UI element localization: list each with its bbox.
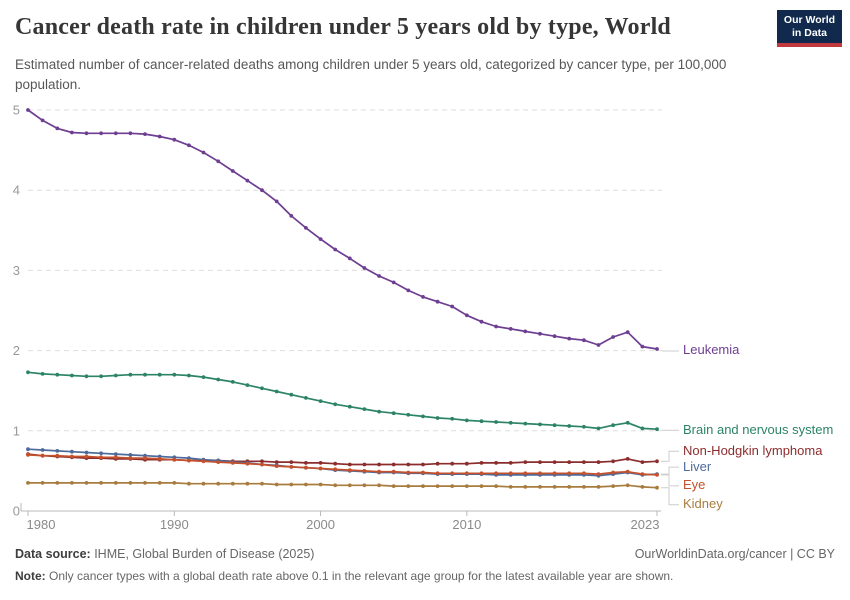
legend-connector-kidney [661,487,679,506]
series-line-eye[interactable] [27,454,658,476]
y-tick-label-0: 0 [13,504,20,519]
owid-logo-line1: Our World [783,14,836,27]
legend-label-brain-and-nervous-system[interactable]: Brain and nervous system [683,421,834,437]
legend-label-eye[interactable]: Eye [683,477,706,493]
series-line-leukemia[interactable] [27,109,658,350]
series-line-brain-and-nervous-system[interactable] [27,371,658,431]
note-line: Note: Only cancer types with a global de… [15,569,673,583]
y-tick-label-3: 3 [13,263,20,278]
x-tick-label-2000: 2000 [306,517,335,532]
legend-label-kidney[interactable]: Kidney [683,496,723,512]
series-markers-leukemia [26,108,659,351]
series-markers-brain-and-nervous-system [26,370,659,432]
y-tick-label-2: 2 [13,343,20,358]
note-label: Note: [15,569,46,583]
x-tick-label-1980: 1980 [27,517,56,532]
y-tick-label-5: 5 [13,103,20,118]
legend-label-non-hodgkin-lymphoma[interactable]: Non-Hodgkin lymphoma [683,442,823,458]
chart-subtitle: Estimated number of cancer-related death… [15,57,727,92]
series-line-kidney[interactable] [28,482,658,489]
series-markers-kidney [26,481,659,490]
legend-connector-liver [661,466,679,475]
note-text: Only cancer types with a global death ra… [45,569,674,583]
y-tick-label-4: 4 [13,183,20,198]
legend-connector-eye [661,474,679,487]
x-tick-label-2010: 2010 [452,517,481,532]
y-tick-label-1: 1 [13,423,20,438]
owid-logo-line2: in Data [791,26,827,39]
legend-connector-non-hodgkin-lymphoma [661,450,679,462]
owid-logo[interactable]: Our World in Data [777,10,842,47]
series-line-non-hodgkin-lymphoma[interactable] [27,453,658,466]
data-source-text: IHME, Global Burden of Disease (2025) [90,547,315,561]
data-source-line: Data source: IHME, Global Burden of Dise… [15,547,314,561]
legend-label-liver[interactable]: Liver [683,458,712,474]
series-markers-eye [26,453,659,477]
license-link[interactable]: OurWorldinData.org/cancer | CC BY [634,547,835,561]
data-source-label: Data source: [15,547,91,561]
legend-label-leukemia[interactable]: Leukemia [683,342,740,358]
page-title: Cancer death rate in children under 5 ye… [15,14,671,40]
x-tick-label-1990: 1990 [160,517,189,532]
x-tick-label-2023: 2023 [631,517,660,532]
